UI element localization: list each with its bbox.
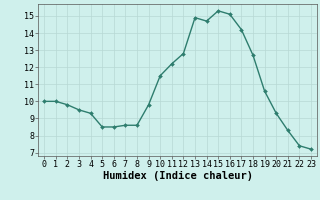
- X-axis label: Humidex (Indice chaleur): Humidex (Indice chaleur): [103, 171, 252, 181]
